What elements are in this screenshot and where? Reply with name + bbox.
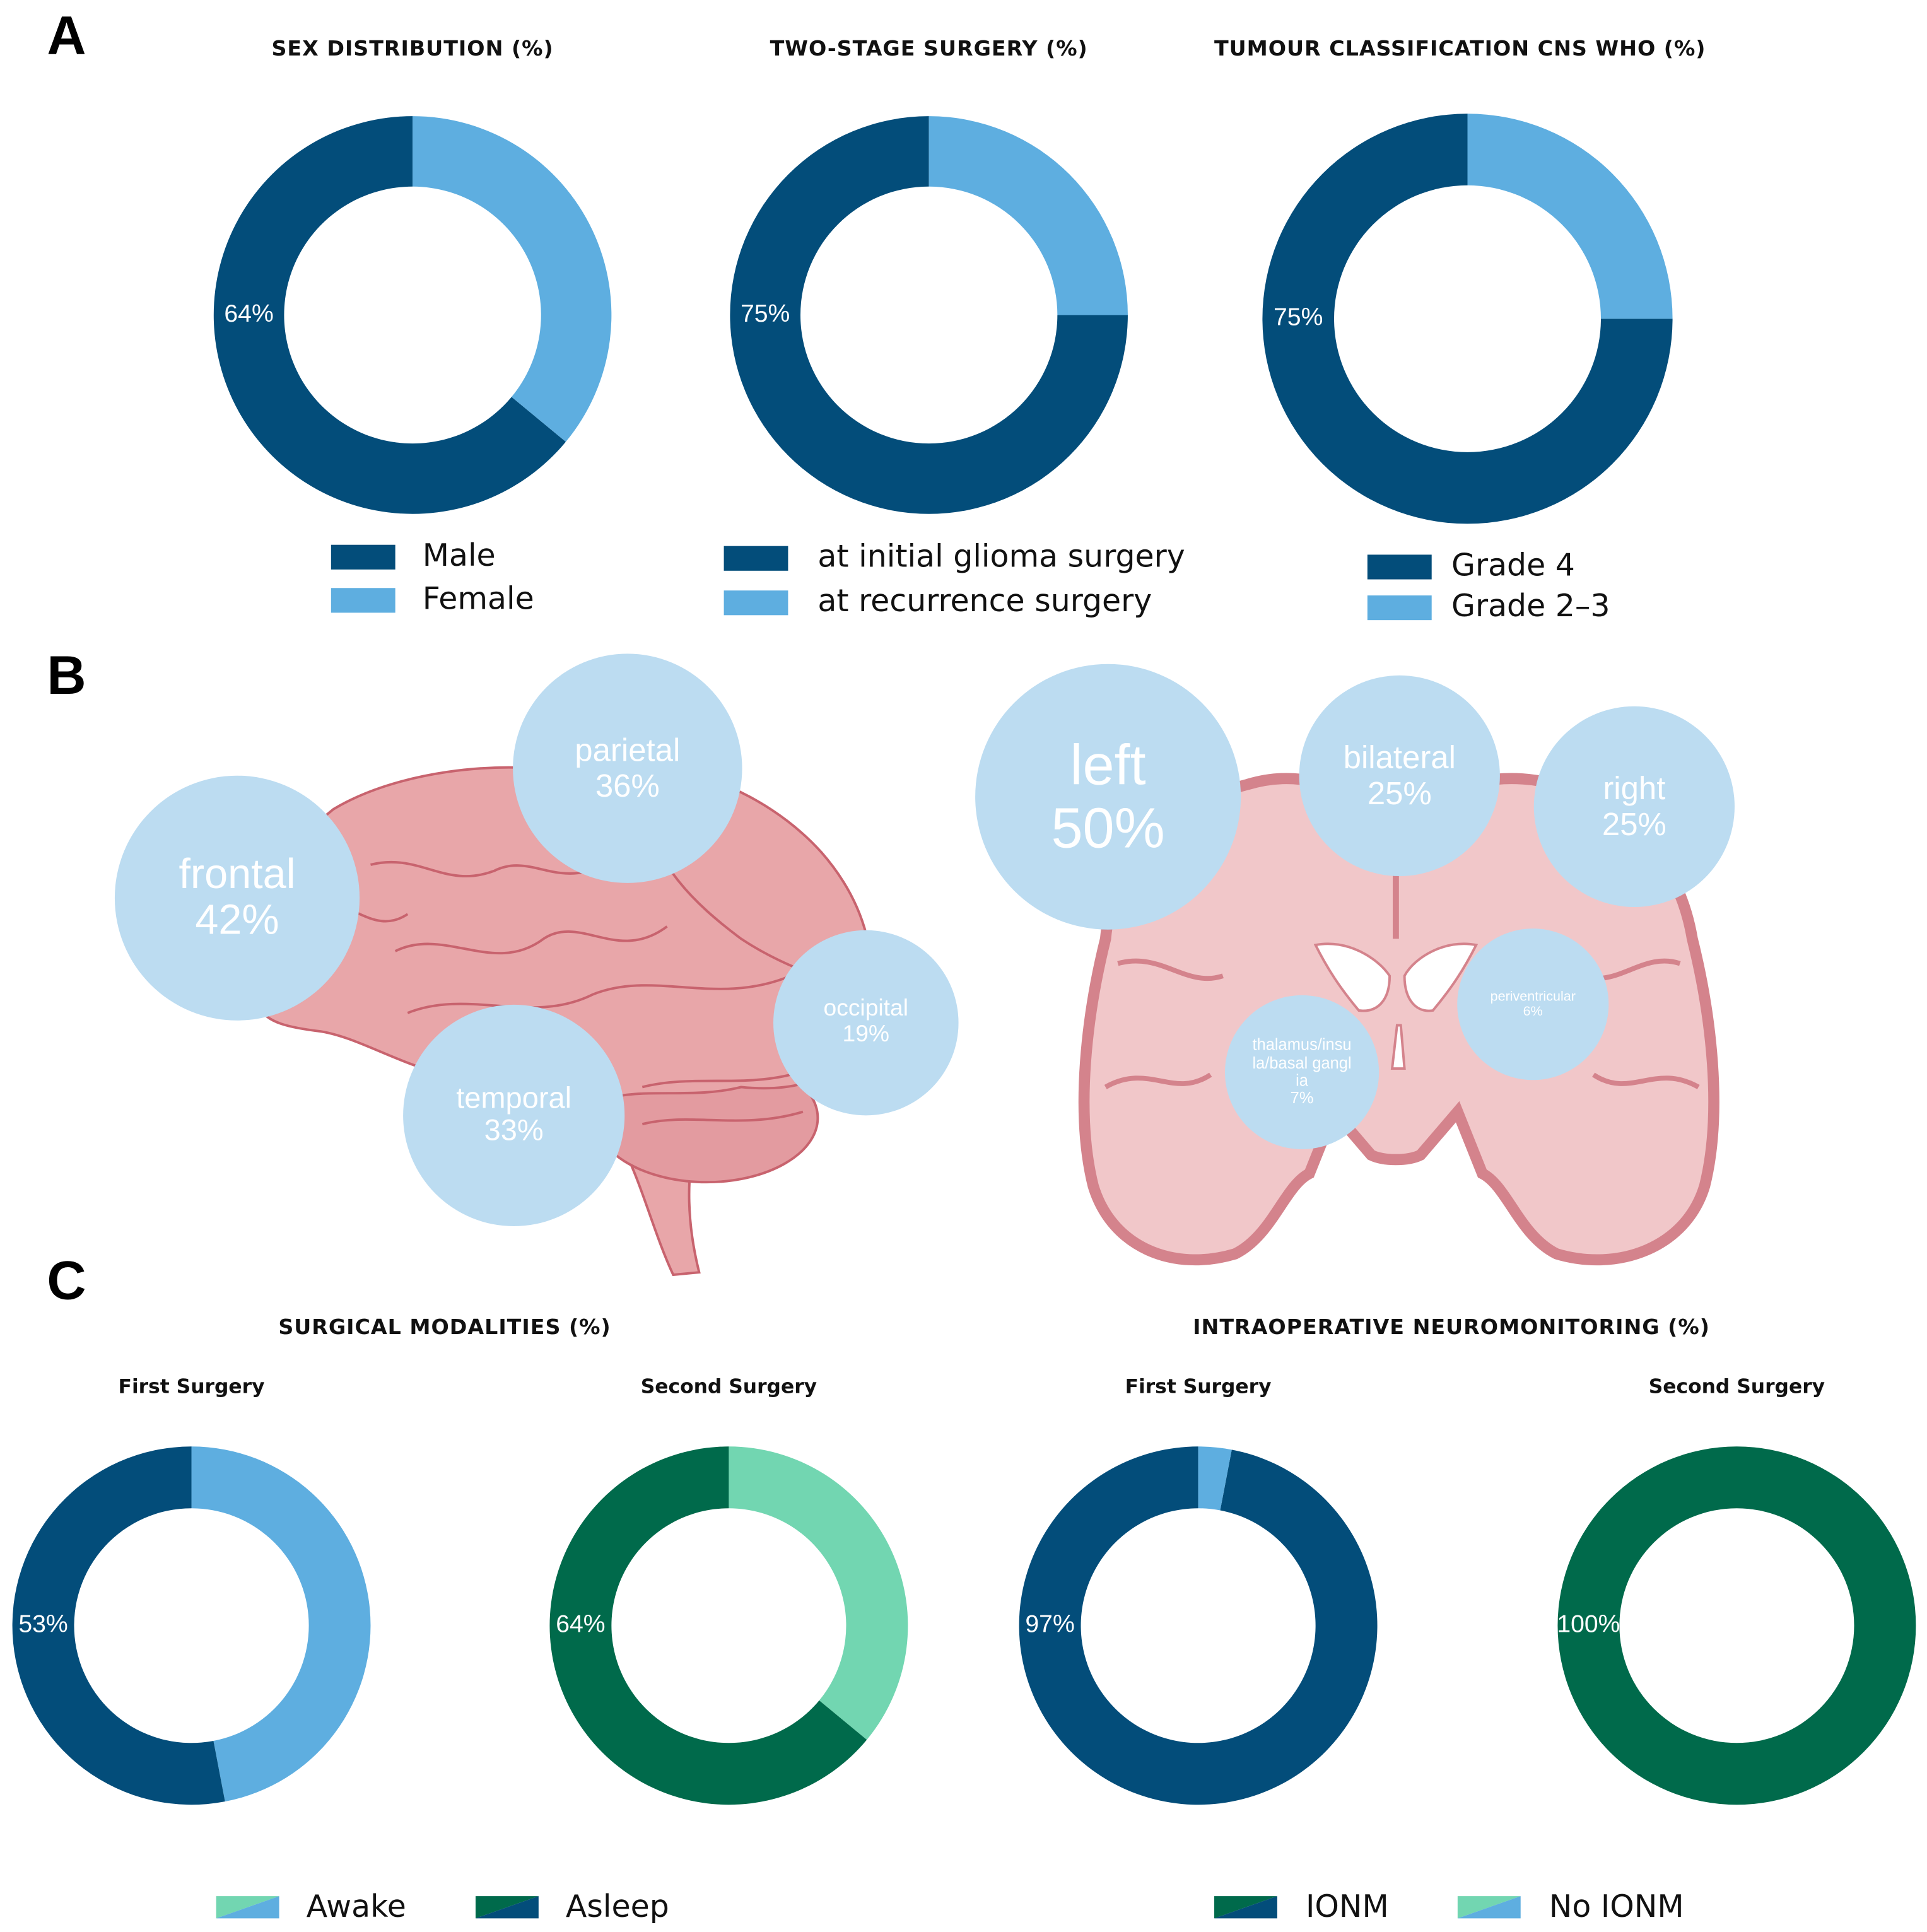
bubble-category: parietal [575,732,681,769]
legend-label: Asleep [566,1888,669,1924]
bubble-value: 19% [842,1021,889,1048]
bubble-category: occipital [823,995,908,1022]
legend-label: at recurrence surgery [817,583,1152,619]
bubble [114,775,360,1021]
chart-title: SURGICAL MODALITIES (%) [278,1314,611,1339]
bubble-text: parietal 36% [553,653,702,882]
donut-segment [1467,114,1673,319]
donut-segment [1198,1446,1232,1511]
value-label: 64% [556,1611,605,1638]
bubble [513,653,742,883]
bubble-text: right 25% [1569,706,1699,907]
value-label: 75% [1274,304,1323,331]
value-label: 97% [1025,1611,1074,1638]
legend-swatch [1214,1896,1277,1919]
bubble-value: 33% [484,1114,544,1148]
bubble-text: left 50% [1022,664,1195,930]
legend-label: Female [423,580,534,616]
legend-label: Male [423,537,496,573]
bubble-value: 25% [1367,774,1432,812]
legend-swatch [1457,1896,1521,1919]
panel-subtitle: First Surgery [1125,1375,1272,1398]
legend-swatch [216,1896,279,1919]
value-label: 53% [18,1611,67,1638]
donut-segment [191,1446,371,1802]
donut-segment [730,116,1128,514]
bubble [975,664,1241,930]
bubble-category: thalamus/insula/basal ganglia [1252,1035,1352,1090]
panel-subtitle: Second Surgery [641,1375,817,1398]
donut-segment [729,1446,908,1740]
chart-title: SEX DISTRIBUTION (%) [271,36,553,61]
bubble-category: temporal [456,1081,572,1115]
panel-label: C [47,1251,86,1311]
bubble-text: temporal 33% [442,1005,586,1226]
panel-label: B [47,645,86,706]
donut-segment [1262,114,1673,524]
value-label: 100% [1557,1611,1620,1638]
donut-segment [549,1446,867,1805]
legend-label: Grade 2–3 [1451,588,1610,624]
legend-label: at initial glioma surgery [817,539,1185,575]
bubble-value: 6% [1523,1004,1543,1019]
bubble-text: bilateral 25% [1334,676,1465,876]
bubble [1533,706,1735,907]
bubble [1457,928,1609,1080]
bubble-text: occipital 19% [805,930,926,1116]
bubble [773,930,959,1116]
bubble [1299,675,1500,877]
legend-swatch [1367,595,1432,621]
donut-segment [1557,1446,1916,1805]
donut-segment [12,1446,225,1805]
donut-segment [213,116,566,514]
legend-label: Awake [307,1888,406,1924]
bubble-category: right [1603,770,1666,807]
legend-swatch [475,1896,539,1919]
bubble [1224,995,1379,1150]
bubble-value: 50% [1051,795,1165,860]
legend-swatch [331,544,395,570]
legend-swatch [723,546,788,571]
bubble-text: periventricular 6% [1484,928,1582,1080]
panel-subtitle: First Surgery [119,1375,265,1398]
donut-segment [1019,1446,1378,1805]
bubble-category: frontal [179,850,296,898]
donut-segment [413,116,612,442]
bubble-category: bilateral [1343,739,1456,776]
legend-label: No IONM [1549,1888,1684,1924]
legend-swatch [1367,554,1432,580]
bubble-category: periventricular [1490,989,1576,1004]
bubble-value: 42% [195,896,279,944]
panel-subtitle: Second Surgery [1649,1375,1825,1398]
legend-label: IONM [1306,1888,1389,1924]
legend-label: Grade 4 [1451,547,1575,583]
value-label: 75% [741,300,790,327]
chart-title: INTRAOPERATIVE NEUROMONITORING (%) [1193,1314,1710,1339]
bubble-category: left [1070,733,1146,798]
bubble-text: thalamus/insula/basal ganglia 7% [1252,995,1352,1149]
legend-swatch [331,588,395,613]
chart-title: TWO-STAGE SURGERY (%) [770,36,1088,61]
value-label: 64% [224,300,273,327]
bubble [403,1004,625,1227]
legend-swatch [723,590,788,616]
bubble-text: frontal 42% [158,776,317,1021]
donut-segment [928,116,1128,315]
bubble-value: 7% [1290,1088,1314,1108]
bubble-value: 25% [1602,805,1666,843]
bubble-value: 36% [595,767,660,804]
panel-label: A [47,6,86,66]
chart-title: TUMOUR CLASSIFICATION CNS WHO (%) [1214,36,1706,61]
